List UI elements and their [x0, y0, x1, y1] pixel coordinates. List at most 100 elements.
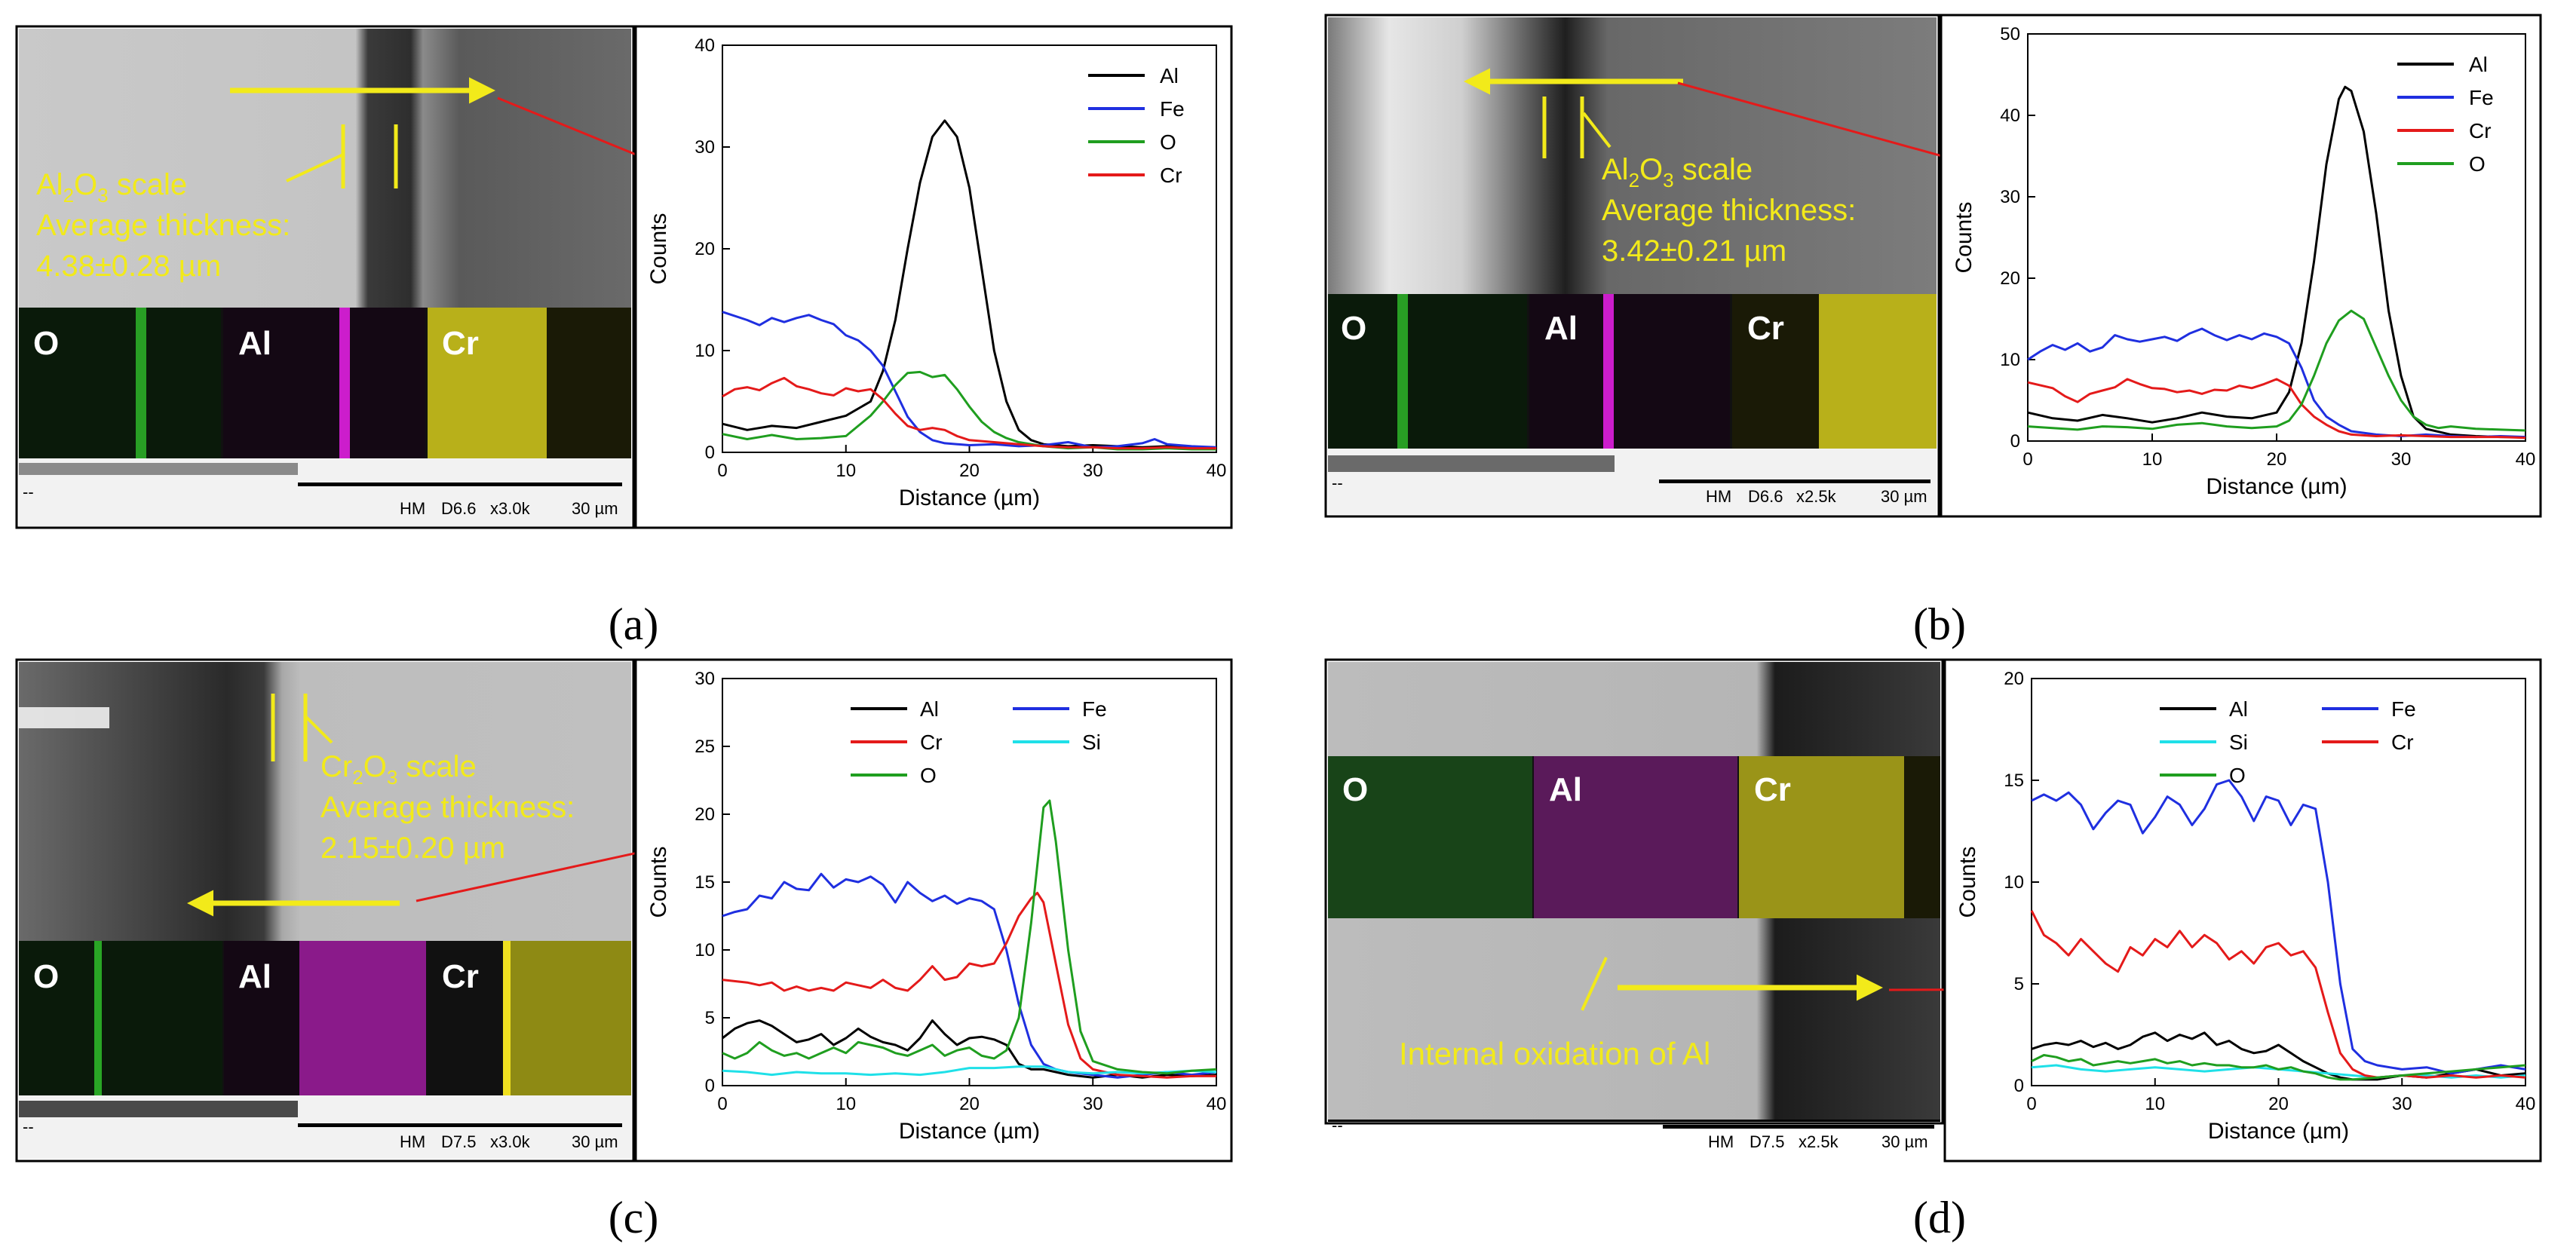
legend-label: Al: [920, 697, 939, 721]
y-tick-label: 10: [695, 341, 715, 361]
x-tick-label: 0: [2022, 449, 2032, 470]
panel-label-d: (d): [1913, 1193, 1966, 1242]
avg-thickness-value: 2.15±0.20 µm: [320, 832, 505, 865]
y-tick-label: 30: [695, 137, 715, 158]
scale-bar-line: [298, 483, 622, 486]
y-tick-label: 10: [2004, 872, 2024, 893]
map-label-cr: Cr: [442, 325, 479, 362]
y-tick-label: 20: [695, 804, 715, 825]
sem-frame: [1324, 14, 1940, 518]
legend-label: Cr: [920, 731, 943, 754]
scalebar-detector: D7.5: [1750, 1132, 1784, 1151]
scale-bar-line: [1659, 479, 1930, 483]
sem-frame: [15, 25, 635, 529]
eds-al-band: [339, 308, 350, 458]
y-tick-label: 15: [2004, 770, 2024, 791]
x-axis-label: Distance (µm): [2206, 474, 2347, 499]
y-tick-label: 0: [2014, 1076, 2024, 1096]
sem-frame: [15, 658, 635, 1163]
scalebar-detector: D6.6: [1748, 487, 1783, 506]
y-tick-label: 0: [705, 1076, 715, 1096]
scalebar-length: 30 µm: [1881, 487, 1927, 506]
scalebar-mag: x3.0k: [490, 1132, 531, 1151]
y-tick-label: 5: [705, 1008, 715, 1028]
plot-d: 0 10 20 30 40 0 5 10 15 20 Distance (µm) Counts Al Fe…: [1943, 658, 2542, 1163]
x-axis-label: Distance (µm): [899, 1119, 1040, 1144]
scale-title: Cr2O3 scale: [320, 750, 477, 789]
x-tick-label: 40: [1207, 461, 1227, 481]
eds-cr-band: [503, 941, 511, 1095]
note-pointer: [1581, 957, 1608, 1011]
legend-label: O: [920, 764, 937, 787]
eds-map-o: [1328, 756, 1532, 918]
y-tick-label: 40: [2000, 106, 2020, 126]
scale-pointer: [304, 715, 333, 744]
scalebar-mag: x2.5k: [1799, 1132, 1839, 1151]
x-tick-label: 0: [717, 461, 727, 481]
x-tick-label: 20: [959, 461, 980, 481]
y-tick-label: 40: [695, 35, 715, 56]
scalebar-hm: HM: [400, 1132, 425, 1151]
series-line-cr: [722, 891, 1216, 1079]
series-line-o: [2027, 309, 2526, 432]
y-tick-label: 10: [695, 940, 715, 960]
scale-title: Al2O3 scale: [36, 168, 187, 207]
x-tick-label: 20: [2267, 449, 2287, 470]
legend-label: Fe: [2391, 697, 2416, 721]
map-label-al: Al: [238, 958, 271, 995]
legend-label: Cr: [2391, 731, 2414, 754]
scale-pointer: [1582, 112, 1612, 149]
eds-o-band: [94, 941, 102, 1095]
avg-thickness-value: 4.38±0.28 µm: [36, 250, 221, 283]
eds-map-o: [19, 941, 222, 1095]
avg-thickness-label: Average thickness:: [1602, 194, 1856, 227]
panel-label-a: (a): [609, 599, 659, 649]
legend-label: Si: [1082, 731, 1101, 754]
eds-map-al: [1534, 756, 1737, 918]
y-tick-label: 50: [2000, 24, 2020, 44]
legend-label: Al: [2469, 53, 2488, 76]
series-line-si: [722, 1065, 1217, 1077]
eds-map-al: [1529, 294, 1730, 449]
sem-frame: [1324, 658, 1944, 1125]
eds-map-o: [1328, 294, 1527, 449]
x-tick-label: 0: [717, 1094, 727, 1114]
y-axis-label: Counts: [646, 846, 671, 918]
legend-label: O: [2229, 764, 2246, 787]
y-tick-label: 30: [695, 669, 715, 689]
y-tick-label: 20: [2004, 669, 2024, 689]
scalebar-left: --: [1332, 473, 1343, 492]
legend-label: Al: [1160, 64, 1179, 87]
y-tick-label: 10: [2000, 350, 2020, 370]
map-label-al: Al: [238, 325, 271, 362]
x-tick-label: 40: [2516, 1094, 2536, 1114]
eds-al-bright: [299, 941, 426, 1095]
legend-label: Al: [2229, 697, 2248, 721]
scalebar-left: --: [1332, 1116, 1343, 1135]
legend-label: Cr: [1160, 164, 1182, 187]
scalebar-hm: HM: [1708, 1132, 1734, 1151]
y-tick-label: 0: [705, 443, 715, 463]
x-tick-label: 20: [959, 1094, 980, 1114]
map-label-al: Al: [1544, 310, 1578, 347]
y-tick-label: 20: [695, 239, 715, 259]
scalebar-length: 30 µm: [1881, 1132, 1928, 1151]
avg-thickness-label: Average thickness:: [36, 209, 290, 242]
eds-cr-bright: [511, 941, 631, 1095]
eds-o-band: [136, 308, 146, 458]
legend-label: Si: [2229, 731, 2248, 754]
x-tick-label: 10: [2142, 449, 2163, 470]
scalebar-detector: D7.5: [441, 1132, 476, 1151]
series-line-al: [722, 1019, 1217, 1079]
eds-al-band: [1603, 294, 1614, 449]
sem-image: [19, 662, 631, 941]
series-line-al: [2027, 85, 2525, 439]
map-label-al: Al: [1549, 771, 1582, 808]
legend-label: Fe: [2469, 86, 2494, 109]
eds-map-o: [19, 308, 221, 458]
x-axis-label: Distance (µm): [2208, 1119, 2349, 1144]
avg-thickness-label: Average thickness:: [320, 791, 575, 824]
sem-strip-rest: [19, 463, 298, 475]
series-line-fe: [722, 311, 1217, 449]
y-tick-label: 25: [695, 737, 715, 757]
